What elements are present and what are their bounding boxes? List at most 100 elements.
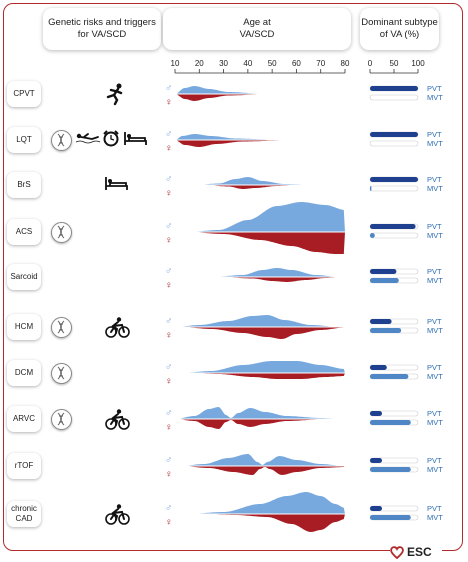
figure-frame	[3, 3, 463, 551]
age-tick-label: 60	[292, 59, 301, 68]
female-age-distribution	[175, 277, 345, 282]
age-tick-label: 50	[268, 59, 277, 68]
row-label: CPVT	[7, 81, 41, 107]
percent-tick-label: 50	[390, 59, 399, 68]
mvt-bar	[370, 186, 372, 191]
mvt-label: MVT	[427, 276, 443, 285]
mvt-bar	[370, 467, 411, 472]
pvt-label: PVT	[427, 267, 442, 276]
female-age-distribution	[175, 94, 345, 101]
mvt-label: MVT	[427, 139, 443, 148]
male-age-distribution	[175, 134, 345, 140]
pvt-label: PVT	[427, 84, 442, 93]
pvt-bar	[370, 86, 418, 91]
mvt-label: MVT	[427, 326, 443, 335]
mvt-label: MVT	[427, 231, 443, 240]
mvt-bar	[370, 374, 409, 379]
pvt-label: PVT	[427, 130, 442, 139]
female-age-distribution	[175, 232, 345, 254]
age-header-text: Age at VA/SCD	[239, 17, 275, 40]
row-label: chronic CAD	[7, 501, 41, 527]
pvt-label: PVT	[427, 409, 442, 418]
age-axis: 10 20 30 40 50 60 70 80	[171, 59, 350, 74]
age-header: Age at VA/SCD	[163, 8, 351, 50]
mvt-bar	[370, 278, 399, 283]
male-symbol: ♂	[165, 266, 173, 277]
male-symbol: ♂	[165, 316, 173, 327]
alarm-clock-icon	[103, 130, 119, 147]
male-symbol: ♂	[165, 83, 173, 94]
row-label: DCM	[7, 360, 41, 386]
subtype-header-text: Dominant subtype of VA (%)	[361, 17, 438, 40]
pvt-bar	[370, 506, 382, 511]
row-label: LQT	[7, 127, 41, 153]
esc-logo: ESC	[390, 544, 442, 560]
female-symbol: ♀	[165, 330, 173, 341]
dna-icon	[51, 317, 72, 338]
pvt-bar	[370, 177, 418, 182]
pvt-label: PVT	[427, 222, 442, 231]
mvt-bar	[370, 233, 375, 238]
pvt-label: PVT	[427, 456, 442, 465]
bed-icon	[105, 177, 128, 190]
mvt-bar-track	[369, 232, 419, 239]
male-symbol: ♂	[165, 455, 173, 466]
swimmer-icon	[75, 133, 101, 144]
percent-tick-label: 0	[368, 59, 373, 68]
percent-axis: 0 50 100	[368, 59, 425, 74]
female-symbol: ♀	[165, 143, 173, 154]
esc-logo-text: ESC	[407, 545, 432, 559]
female-symbol: ♀	[165, 235, 173, 246]
mvt-bar-track	[369, 185, 419, 192]
cyclist-icon	[105, 409, 130, 430]
row-label: ACS	[7, 219, 41, 245]
male-age-distribution	[175, 86, 345, 94]
pvt-label: PVT	[427, 317, 442, 326]
male-age-distribution	[175, 202, 345, 232]
pvt-label: PVT	[427, 175, 442, 184]
genetic-risks-header-text: Genetic risks and triggers for VA/SCD	[48, 17, 156, 40]
row-label: ARVC	[7, 406, 41, 432]
male-age-distribution	[175, 268, 345, 277]
pvt-bar	[370, 458, 382, 463]
age-tick-label: 20	[195, 59, 204, 68]
female-symbol: ♀	[165, 376, 173, 387]
age-tick-label: 30	[219, 59, 228, 68]
row-label: rTOF	[7, 453, 41, 479]
male-age-distribution	[175, 454, 345, 466]
mvt-label: MVT	[427, 513, 443, 522]
pvt-label: PVT	[427, 363, 442, 372]
mvt-label: MVT	[427, 93, 443, 102]
age-tick-label: 10	[171, 59, 180, 68]
dna-icon	[51, 363, 72, 384]
genetic-risks-header: Genetic risks and triggers for VA/SCD	[43, 8, 161, 50]
pvt-bar	[370, 224, 416, 229]
mvt-label: MVT	[427, 184, 443, 193]
female-age-distribution	[175, 466, 345, 475]
mvt-label: MVT	[427, 465, 443, 474]
row-label: BrS	[7, 172, 41, 198]
female-age-distribution	[175, 140, 345, 147]
pvt-bar	[370, 411, 382, 416]
male-age-distribution	[175, 407, 345, 419]
male-symbol: ♂	[165, 174, 173, 185]
dna-icon	[51, 409, 72, 430]
female-symbol: ♀	[165, 280, 173, 291]
female-symbol: ♀	[165, 422, 173, 433]
female-symbol: ♀	[165, 517, 173, 528]
subtype-header: Dominant subtype of VA (%)	[360, 8, 439, 50]
mvt-bar	[370, 328, 402, 333]
female-age-distribution	[175, 185, 345, 189]
mvt-bar-track	[369, 94, 419, 101]
male-symbol: ♂	[165, 503, 173, 514]
male-symbol: ♂	[165, 362, 173, 373]
mvt-bar-track	[369, 140, 419, 147]
cyclist-icon	[105, 317, 130, 338]
heart-icon	[390, 546, 404, 559]
male-age-distribution	[175, 177, 345, 185]
row-label: HCM	[7, 314, 41, 340]
female-age-distribution	[175, 373, 345, 379]
mvt-label: MVT	[427, 418, 443, 427]
age-tick-label: 80	[341, 59, 350, 68]
